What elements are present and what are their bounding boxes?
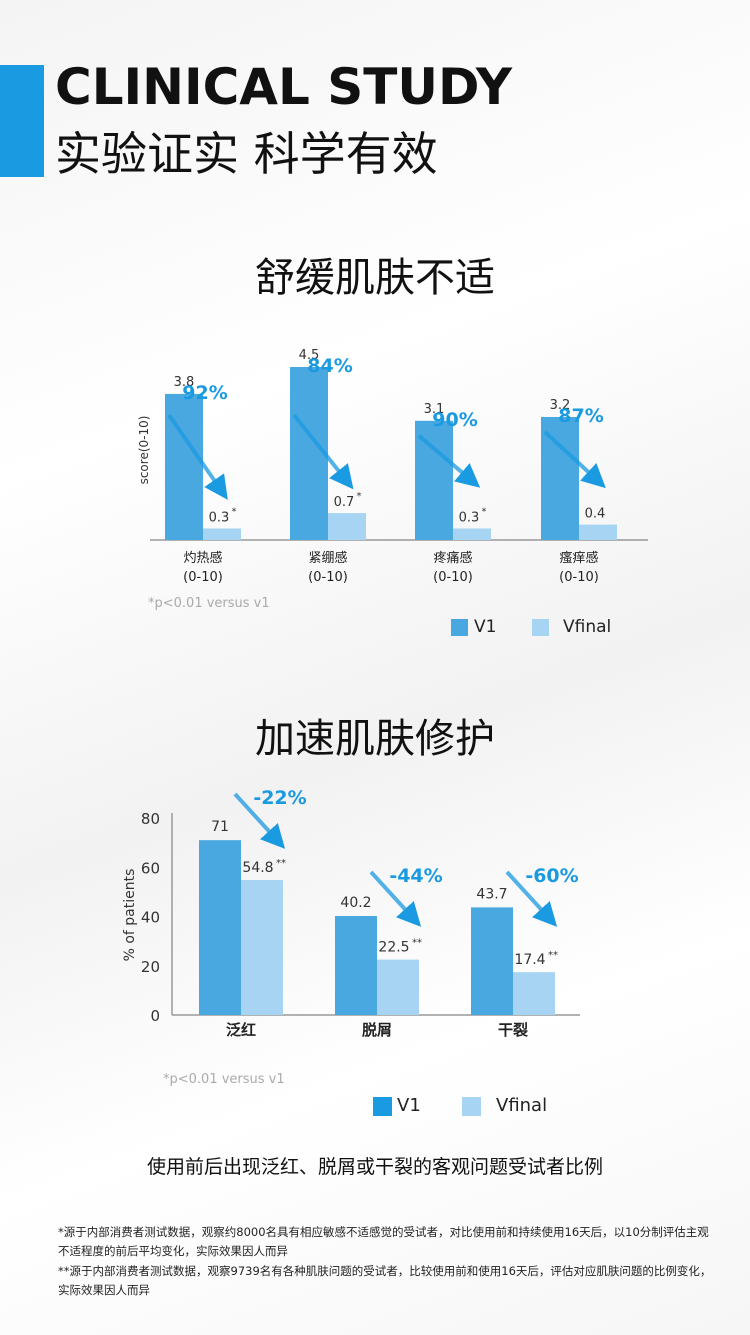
chart2-category-label: 泛红 [226, 1021, 256, 1039]
legend1-v1-label: V1 [474, 617, 497, 637]
chart2-ytick-label: 60 [141, 859, 160, 877]
chart1-label-vfinal: 0.4 [585, 507, 606, 522]
chart1-category-sub: (0-10) [183, 570, 223, 585]
section2-title: 加速肌肤修护 [255, 716, 495, 762]
chart1-mark-vfinal: * [357, 491, 362, 502]
chart1-label-v1: 3.1 [424, 402, 445, 417]
chart1-label-v1: 4.5 [299, 348, 320, 363]
chart1-category-label: 瘙痒感 [559, 550, 598, 566]
legend1-vfinal-label: Vfinal [563, 617, 612, 637]
chart-soothing: score(0-10)3.80.3 *灼热感(0-10)92%4.50.7 *紧绷感… [137, 348, 648, 585]
chart1-bar-vfinal [579, 524, 617, 540]
chart2-bar-v1 [199, 840, 241, 1015]
chart2-arrow [505, 870, 558, 927]
legend2-vfinal-swatch [462, 1097, 481, 1116]
section1-title: 舒缓肌肤不适 [255, 255, 495, 301]
chart1-reduction-label: 92% [182, 382, 227, 404]
chart1-mark-vfinal: * [482, 506, 487, 517]
legend1-v1-swatch [451, 619, 468, 636]
chart2-ytick-label: 0 [150, 1007, 160, 1025]
chart2-ytick-label: 80 [141, 810, 160, 828]
chart1-note: *p<0.01 versus v1 [148, 596, 270, 611]
chart2-reduction-label: -44% [389, 865, 442, 887]
chart1-category-sub: (0-10) [308, 570, 348, 585]
chart1-label-vfinal: 0.7 [334, 495, 355, 510]
chart2-bar-v1 [335, 916, 377, 1015]
chart2-label-v1: 71 [211, 819, 229, 835]
chart2-ytick-label: 40 [141, 909, 160, 927]
chart2-bar-v1 [471, 907, 513, 1015]
chart2-arrow [233, 792, 286, 849]
footnote-2: **源于内部消费者测试数据，观察9739名有各种肌肤问题的受试者，比较使用前和使… [58, 1264, 712, 1297]
chart1-reduction-label: 90% [432, 409, 477, 431]
chart2-reduction-label: -22% [253, 787, 306, 809]
chart1-arrow [417, 434, 481, 488]
chart2-note: *p<0.01 versus v1 [163, 1072, 285, 1087]
chart2-label-v1: 43.7 [476, 886, 507, 902]
chart1-label-v1: 3.8 [174, 375, 195, 390]
chart2-mark-vfinal: ** [276, 858, 286, 869]
chart1-category-sub: (0-10) [433, 570, 473, 585]
chart1-bar-vfinal [328, 513, 366, 540]
chart1-bar-v1 [415, 420, 453, 540]
legend2-vfinal-label: Vfinal [496, 1095, 548, 1116]
chart2-reduction-label: -60% [525, 865, 578, 887]
chart2-category-label: 脱屑 [362, 1021, 392, 1039]
chart1-arrow [292, 413, 354, 490]
chart1-reduction-label: 84% [307, 355, 352, 377]
title-en: CLINICAL STUDY [55, 58, 513, 116]
legend2-v1-swatch [373, 1097, 392, 1116]
chart1-category-label: 紧绷感 [308, 550, 347, 566]
chart2-bar-vfinal [513, 972, 555, 1015]
footnote-1: *源于内部消费者测试数据，观察约8000名具有相应敏感不适感觉的受试者，对比使用… [58, 1225, 709, 1258]
chart1-bar-vfinal [203, 528, 241, 540]
chart1-mark-vfinal: * [232, 506, 237, 517]
chart1-bar-v1 [541, 416, 579, 540]
chart1-category-label: 灼热感 [183, 550, 222, 566]
chart2-mark-vfinal: ** [548, 950, 558, 961]
chart1-reduction-label: 87% [558, 405, 603, 427]
chart2-ytick-label: 20 [141, 958, 160, 976]
chart2-arrow [369, 870, 422, 927]
chart1-arrow [543, 430, 606, 489]
chart1-label-vfinal: 0.3 [209, 510, 230, 525]
legend2-v1-label: V1 [397, 1095, 421, 1116]
legend1-vfinal-swatch [532, 619, 549, 636]
chart2-ylabel: % of patients [122, 869, 138, 962]
chart2-label-vfinal: 54.8 [242, 860, 273, 876]
chart2-label-v1: 40.2 [340, 895, 371, 911]
chart1-bar-v1 [290, 367, 328, 540]
chart2-bar-vfinal [241, 880, 283, 1015]
chart2-bar-vfinal [377, 959, 419, 1015]
chart2-category-label: 干裂 [498, 1021, 528, 1039]
title-cn: 实验证实 科学有效 [55, 127, 438, 181]
chart1-category-sub: (0-10) [559, 570, 599, 585]
accent-bar [0, 65, 44, 177]
chart1-category-label: 疼痛感 [433, 550, 472, 566]
chart2-mark-vfinal: ** [412, 938, 422, 949]
chart1-ylabel: score(0-10) [137, 416, 151, 485]
chart1-label-v1: 3.2 [550, 398, 571, 413]
chart1-arrow [167, 413, 228, 500]
chart1-label-vfinal: 0.3 [459, 510, 480, 525]
chart2-label-vfinal: 17.4 [514, 952, 545, 968]
chart2-label-vfinal: 22.5 [378, 940, 409, 956]
chart1-bar-vfinal [453, 528, 491, 540]
chart2-caption: 使用前后出现泛红、脱屑或干裂的客观问题受试者比例 [146, 1156, 603, 1178]
